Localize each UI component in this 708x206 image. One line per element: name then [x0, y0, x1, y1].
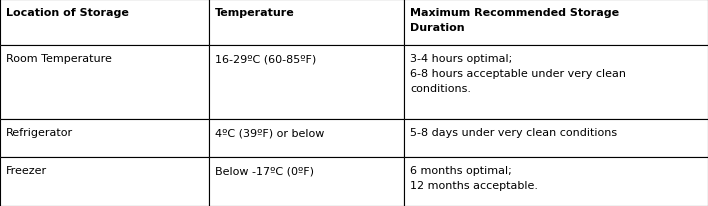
Text: 4ºC (39ºF) or below: 4ºC (39ºF) or below	[215, 128, 324, 138]
Bar	[0, 46, 209, 119]
Bar	[209, 46, 404, 119]
Bar	[0, 119, 209, 157]
Text: Temperature: Temperature	[215, 8, 295, 18]
Bar	[209, 46, 404, 119]
Bar	[209, 0, 404, 46]
Bar	[404, 119, 708, 157]
Bar	[209, 157, 404, 206]
Bar	[404, 46, 708, 119]
Bar	[209, 157, 404, 206]
Text: Freezer: Freezer	[6, 165, 47, 175]
Text: 6 months optimal;
12 months acceptable.: 6 months optimal; 12 months acceptable.	[410, 165, 538, 190]
Text: Refrigerator: Refrigerator	[6, 128, 74, 138]
Bar	[209, 119, 404, 157]
Text: Location of Storage: Location of Storage	[6, 8, 130, 18]
Bar	[0, 0, 209, 46]
Bar	[404, 157, 708, 206]
Text: Below -17ºC (0ºF): Below -17ºC (0ºF)	[215, 165, 314, 175]
Text: Room Temperature: Room Temperature	[6, 54, 113, 64]
Bar	[404, 157, 708, 206]
Bar	[0, 46, 209, 119]
Text: Maximum Recommended Storage
Duration: Maximum Recommended Storage Duration	[410, 8, 619, 33]
Bar	[0, 157, 209, 206]
Bar	[0, 0, 209, 46]
Bar	[209, 119, 404, 157]
Bar	[404, 0, 708, 46]
Bar	[0, 157, 209, 206]
Text: 5-8 days under very clean conditions: 5-8 days under very clean conditions	[410, 128, 617, 138]
Text: 3-4 hours optimal;
6-8 hours acceptable under very clean
conditions.: 3-4 hours optimal; 6-8 hours acceptable …	[410, 54, 626, 93]
Bar	[404, 0, 708, 46]
Text: 16-29ºC (60-85ºF): 16-29ºC (60-85ºF)	[215, 54, 316, 64]
Bar	[404, 119, 708, 157]
Bar	[0, 119, 209, 157]
Bar	[404, 46, 708, 119]
Bar	[209, 0, 404, 46]
